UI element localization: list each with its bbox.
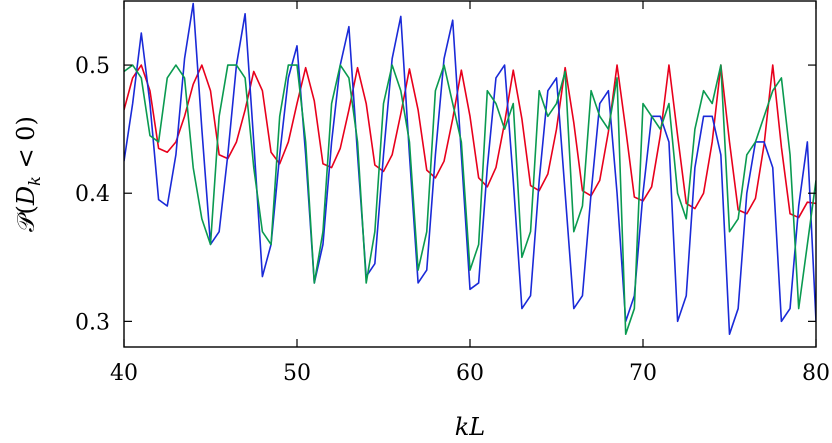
x-tick-label: 60 xyxy=(456,361,484,386)
y-axis-title-var: D xyxy=(12,186,40,206)
tick-labels: 40 50 60 70 80 0.3 0.4 0.5 xyxy=(75,54,830,386)
series-line-1 xyxy=(124,64,816,219)
x-axis-title: kL xyxy=(455,413,485,441)
x-tick-label: 50 xyxy=(283,361,311,386)
series-group xyxy=(124,2,816,335)
y-axis-title-script: 𝒫( xyxy=(12,205,40,232)
x-tick-label: 80 xyxy=(802,361,830,386)
plot-frame xyxy=(123,0,817,348)
y-axis-title-sub: k xyxy=(25,176,44,186)
series-line-3 xyxy=(124,64,816,335)
y-tick-label: 0.3 xyxy=(75,310,110,335)
series-line-2 xyxy=(124,2,816,335)
x-tick-label: 40 xyxy=(110,361,138,386)
x-tick-label: 70 xyxy=(629,361,657,386)
y-tick-label: 0.4 xyxy=(75,182,110,207)
y-axis-title: 𝒫(Dk < 0) xyxy=(12,116,44,232)
y-axis-title-rest: < 0) xyxy=(12,116,40,176)
y-tick-label: 0.5 xyxy=(75,54,110,79)
axis-ticks xyxy=(123,1,817,347)
